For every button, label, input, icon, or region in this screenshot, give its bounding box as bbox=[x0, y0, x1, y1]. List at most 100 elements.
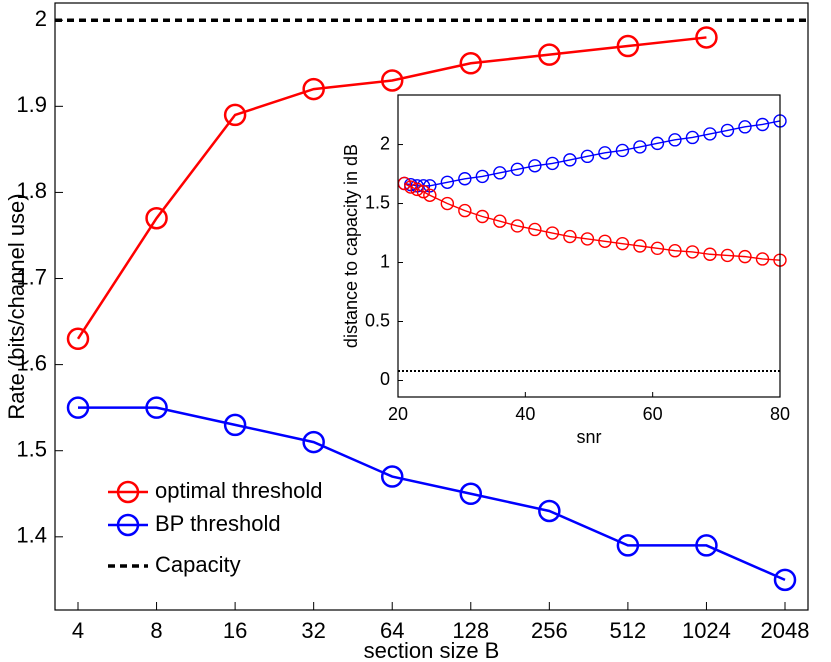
series-line bbox=[78, 406, 786, 582]
y-tick-label: 0.5 bbox=[365, 310, 390, 330]
marker bbox=[563, 153, 577, 167]
marker bbox=[598, 234, 612, 248]
marker bbox=[738, 249, 752, 264]
y-tick-label: 0 bbox=[380, 369, 390, 389]
marker bbox=[416, 185, 431, 199]
marker bbox=[440, 196, 455, 211]
y-tick-label: 1.4 bbox=[16, 523, 47, 548]
x-tick-label: 2048 bbox=[761, 618, 810, 643]
marker bbox=[510, 219, 525, 233]
marker bbox=[633, 140, 647, 154]
marker bbox=[703, 127, 717, 141]
marker bbox=[475, 169, 490, 184]
x-tick-label: 20 bbox=[388, 404, 408, 424]
marker bbox=[440, 175, 455, 189]
legend-label: BP threshold bbox=[155, 511, 281, 536]
x-tick-label: 256 bbox=[531, 618, 568, 643]
marker bbox=[773, 568, 797, 592]
y-tick-label: 1.5 bbox=[365, 192, 390, 212]
marker bbox=[685, 130, 700, 145]
marker bbox=[668, 244, 682, 258]
marker bbox=[720, 248, 735, 263]
marker bbox=[145, 396, 168, 419]
marker bbox=[423, 188, 437, 202]
y-tick-label: 1 bbox=[380, 251, 390, 271]
x-tick-label: 512 bbox=[610, 618, 647, 643]
legend-marker bbox=[116, 480, 140, 504]
y-tick-label: 1.5 bbox=[16, 437, 47, 462]
marker bbox=[223, 413, 247, 437]
x-tick-label: 80 bbox=[770, 404, 790, 424]
marker bbox=[528, 159, 542, 173]
y-tick-label: 1.9 bbox=[16, 92, 47, 117]
marker bbox=[668, 133, 682, 147]
x-axis-label: snr bbox=[576, 427, 601, 447]
marker bbox=[458, 203, 472, 218]
marker bbox=[493, 166, 507, 180]
marker bbox=[493, 214, 507, 228]
y-tick-label: 1.7 bbox=[16, 264, 47, 289]
x-tick-label: 16 bbox=[223, 618, 247, 643]
marker bbox=[580, 232, 595, 246]
legend-label: Capacity bbox=[155, 552, 241, 577]
marker bbox=[738, 120, 752, 134]
x-tick-label: 64 bbox=[380, 618, 404, 643]
x-tick-label: 8 bbox=[150, 618, 162, 643]
y-axis-label: Rate (bits/channel use) bbox=[4, 193, 29, 419]
x-tick-label: 60 bbox=[643, 404, 663, 424]
x-tick-label: 1024 bbox=[682, 618, 731, 643]
marker bbox=[616, 34, 640, 58]
x-tick-label: 32 bbox=[301, 618, 325, 643]
marker bbox=[755, 252, 770, 266]
marker bbox=[545, 226, 560, 240]
marker bbox=[695, 534, 718, 557]
marker bbox=[459, 482, 483, 506]
marker bbox=[615, 143, 630, 158]
series-line bbox=[404, 182, 781, 261]
marker bbox=[563, 229, 577, 244]
marker bbox=[410, 182, 424, 197]
marker bbox=[633, 239, 647, 253]
marker bbox=[720, 123, 735, 138]
series-line bbox=[76, 36, 707, 340]
marker bbox=[475, 209, 490, 224]
plot-frame bbox=[54, 2, 809, 611]
marker bbox=[538, 499, 561, 523]
x-tick-label: 128 bbox=[452, 618, 489, 643]
marker bbox=[615, 236, 630, 251]
marker bbox=[302, 77, 325, 101]
marker bbox=[538, 43, 561, 66]
marker bbox=[459, 52, 483, 75]
marker bbox=[695, 26, 718, 49]
marker bbox=[510, 162, 525, 177]
marker bbox=[458, 172, 472, 186]
marker bbox=[755, 117, 770, 132]
marker bbox=[650, 241, 665, 256]
marker bbox=[616, 534, 640, 557]
y-axis-label: distance to capacity in dB bbox=[341, 144, 361, 348]
x-axis-label: section size B bbox=[364, 638, 500, 662]
x-tick-label: 4 bbox=[72, 618, 84, 643]
marker bbox=[545, 156, 560, 171]
marker bbox=[380, 465, 404, 488]
marker bbox=[66, 396, 90, 419]
marker bbox=[528, 222, 542, 237]
legend-marker bbox=[116, 513, 140, 537]
y-tick-label: 1.8 bbox=[16, 178, 47, 203]
x-tick-label: 40 bbox=[515, 404, 535, 424]
marker bbox=[598, 146, 612, 160]
marker bbox=[685, 245, 700, 259]
marker bbox=[703, 247, 717, 261]
y-tick-label: 1.6 bbox=[16, 350, 47, 375]
marker bbox=[223, 103, 247, 127]
marker bbox=[650, 136, 665, 151]
marker bbox=[404, 180, 418, 194]
marker bbox=[145, 206, 168, 230]
plot-frame bbox=[397, 94, 781, 398]
marker bbox=[380, 69, 404, 92]
marker bbox=[302, 430, 325, 454]
inset-background bbox=[398, 95, 780, 397]
marker bbox=[580, 149, 595, 164]
legend-label: optimal threshold bbox=[155, 478, 323, 503]
